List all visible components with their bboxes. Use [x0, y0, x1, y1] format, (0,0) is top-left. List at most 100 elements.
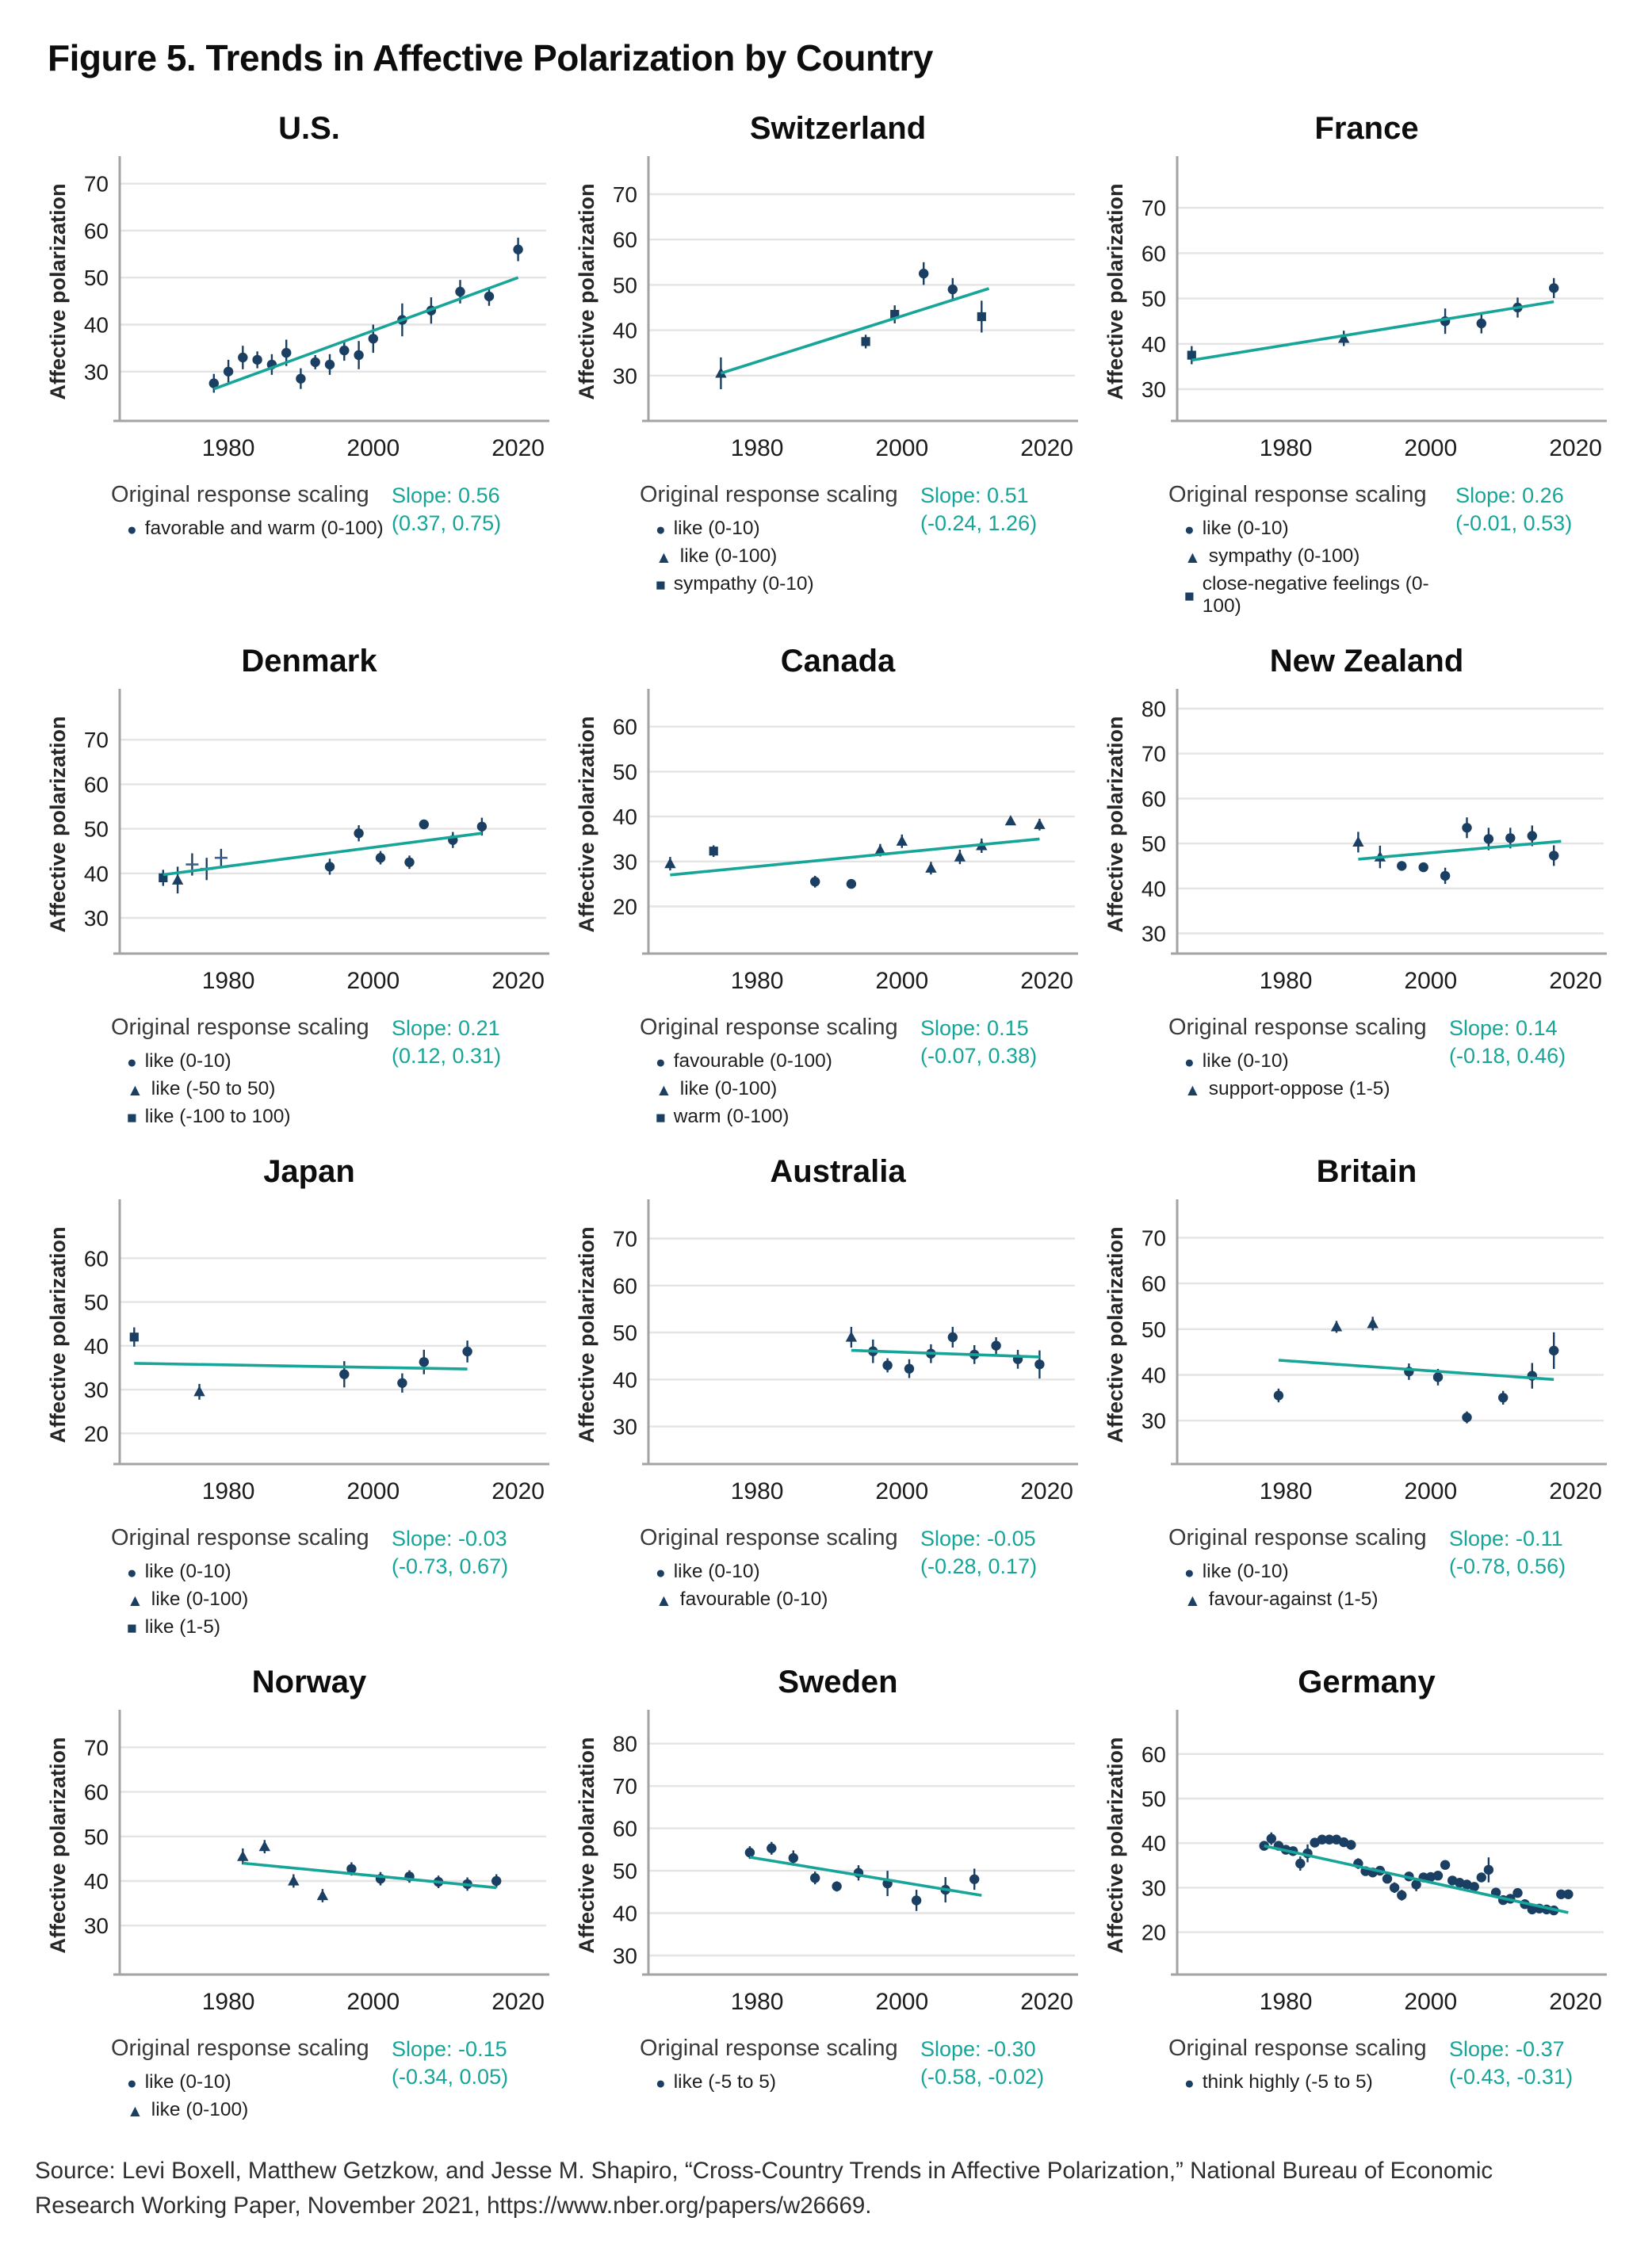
- triangle-marker-icon: ▲: [656, 1591, 672, 1610]
- legend-item: ● like (0-10): [127, 1050, 369, 1072]
- legend-item: ▲ like (0-100): [656, 1078, 898, 1100]
- panel-japan: Japan 20 30 40 50 60 1980 2000 2020 Affective pol…: [44, 1154, 550, 1644]
- slope-value: Slope: 0.26: [1455, 484, 1564, 507]
- panel-canada: Canada 20 30 40 50 60 1980 2000 2020 Affective po…: [573, 644, 1079, 1134]
- legend-item: ▲ like (0-100): [656, 545, 898, 568]
- circle-marker-icon: ●: [127, 520, 137, 539]
- slope-annotation: Slope: 0.56 (0.37, 0.75): [392, 482, 550, 537]
- svg-text:30: 30: [1141, 1875, 1166, 1900]
- legend-item: ▲ like (-50 to 50): [127, 1078, 369, 1100]
- svg-text:60: 60: [1141, 1271, 1166, 1296]
- slope-annotation: Slope: -0.15 (-0.34, 0.05): [392, 2036, 550, 2091]
- svg-text:50: 50: [1141, 1787, 1166, 1811]
- slope-confidence-interval: (-0.07, 0.38): [920, 1044, 1038, 1069]
- svg-text:2000: 2000: [875, 1989, 928, 2015]
- panel-title-switzerland: Switzerland: [749, 111, 927, 146]
- triangle-marker-icon: ▲: [656, 548, 672, 567]
- legend-label: like (0-100): [679, 545, 778, 567]
- svg-text:60: 60: [613, 1817, 637, 1841]
- svg-text:2020: 2020: [491, 1478, 545, 1504]
- svg-text:70: 70: [613, 182, 637, 207]
- svg-text:Affective polarization: Affective polarization: [575, 716, 598, 932]
- chart-sweden: 30 40 50 60 70 80 1980 2000 2020 Affective polari…: [573, 1705, 1079, 2034]
- panel-germany: Germany 20 30 40 50 60 1980 2000 2020 Affective p…: [1102, 1665, 1608, 2127]
- legend-label: close-negative feelings (0-100): [1202, 573, 1429, 617]
- slope-value: Slope: 0.56: [392, 484, 500, 507]
- panel-new-zealand: New Zealand 30 40 50 60 70 80 1980 2000 2020 Affec…: [1102, 644, 1608, 1134]
- svg-text:2000: 2000: [1404, 1478, 1457, 1504]
- svg-text:30: 30: [1141, 922, 1166, 946]
- slope-confidence-interval: (-0.43, -0.31): [1449, 2065, 1574, 2089]
- slope-confidence-interval: (-0.73, 0.67): [392, 1554, 509, 1579]
- svg-text:30: 30: [613, 1944, 637, 1968]
- triangle-marker-icon: ▲: [1184, 1591, 1201, 1610]
- slope-value: Slope: -0.37: [1449, 2037, 1565, 2061]
- svg-text:2000: 2000: [1404, 1989, 1457, 2015]
- legend-item: ● like (0-10): [1184, 1561, 1427, 1583]
- svg-text:2000: 2000: [346, 1989, 400, 2015]
- legend-label: like (1-5): [144, 1616, 220, 1638]
- triangle-marker-icon: ▲: [127, 1591, 143, 1610]
- svg-text:40: 40: [84, 313, 109, 338]
- svg-text:50: 50: [613, 759, 637, 784]
- svg-text:2020: 2020: [1549, 1478, 1602, 1504]
- panel-title-australia: Australia: [770, 1154, 906, 1189]
- legend-item: ■ close-negative feelings (0-100): [1184, 573, 1455, 617]
- svg-text:40: 40: [84, 1869, 109, 1894]
- circle-marker-icon: ●: [1184, 520, 1195, 539]
- legend-label: like (0-10): [1202, 1050, 1289, 1072]
- svg-text:50: 50: [84, 266, 109, 290]
- triangle-marker-icon: ▲: [1184, 1080, 1201, 1099]
- slope-value: Slope: -0.30: [920, 2037, 1036, 2061]
- triangle-marker-icon: ▲: [127, 2101, 143, 2120]
- source-citation: Source: Levi Boxell, Matthew Getzkow, an…: [35, 2158, 1493, 2219]
- panel-title-canada: Canada: [780, 644, 896, 679]
- slope-annotation: Slope: -0.03 (-0.73, 0.67): [392, 1525, 550, 1581]
- chart-new-zealand: 30 40 50 60 70 80 1980 2000 2020 Affective polari…: [1102, 684, 1608, 1013]
- svg-text:2020: 2020: [491, 1989, 545, 2015]
- svg-text:50: 50: [613, 1859, 637, 1883]
- svg-text:80: 80: [1141, 697, 1166, 721]
- svg-text:30: 30: [1141, 1409, 1166, 1433]
- square-marker-icon: ■: [127, 1619, 137, 1638]
- svg-text:60: 60: [613, 715, 637, 740]
- legend-row-germany: Original response scaling ● think highly (…: [1168, 2036, 1608, 2099]
- svg-text:40: 40: [84, 1334, 109, 1359]
- svg-text:30: 30: [1141, 377, 1166, 402]
- svg-text:60: 60: [1141, 1742, 1166, 1767]
- svg-text:1980: 1980: [1260, 968, 1313, 994]
- svg-text:2020: 2020: [1020, 968, 1073, 994]
- legend-item: ▲ favourable (0-10): [656, 1589, 898, 1611]
- svg-text:Affective polarization: Affective polarization: [575, 183, 598, 400]
- svg-text:70: 70: [1141, 1225, 1166, 1250]
- legend-header: Original response scaling: [1168, 1015, 1427, 1040]
- svg-text:Affective polarization: Affective polarization: [1103, 183, 1127, 400]
- circle-marker-icon: ●: [127, 2074, 137, 2093]
- slope-confidence-interval: (0.12, 0.31): [392, 1044, 502, 1069]
- svg-text:50: 50: [84, 817, 109, 842]
- svg-text:70: 70: [84, 728, 109, 752]
- legend-row-australia: Original response scaling ● like (0-10) ▲ fa…: [640, 1525, 1079, 1616]
- svg-text:Affective polarization: Affective polarization: [575, 1737, 598, 1953]
- svg-text:2020: 2020: [1549, 1989, 1602, 2015]
- svg-text:30: 30: [613, 364, 637, 388]
- panel-title-norway: Norway: [251, 1665, 367, 1699]
- legend-row-switzerland: Original response scaling ● like (0-10) ▲ li…: [640, 482, 1079, 601]
- svg-text:1980: 1980: [202, 968, 255, 994]
- svg-text:Affective polarization: Affective polarization: [46, 1226, 70, 1443]
- panel-title-denmark: Denmark: [241, 644, 377, 679]
- slope-confidence-interval: (-0.18, 0.46): [1449, 1044, 1566, 1069]
- circle-marker-icon: ●: [1184, 1053, 1195, 1072]
- svg-text:20: 20: [613, 895, 637, 919]
- svg-text:70: 70: [613, 1774, 637, 1799]
- legend-label: like (0-10): [144, 1050, 231, 1072]
- panel-britain: Britain 30 40 50 60 70 1980 2000 2020 Affective p…: [1102, 1154, 1608, 1644]
- slope-annotation: Slope: 0.51 (-0.24, 1.26): [920, 482, 1079, 537]
- svg-text:70: 70: [613, 1227, 637, 1252]
- svg-text:40: 40: [613, 805, 637, 829]
- panel-title-japan: Japan: [263, 1154, 355, 1189]
- panel-australia: Australia 30 40 50 60 70 1980 2000 2020 Affective…: [573, 1154, 1079, 1644]
- svg-text:30: 30: [613, 1415, 637, 1439]
- svg-text:70: 70: [1141, 196, 1166, 220]
- legend-label: like (-5 to 5): [673, 2071, 777, 2093]
